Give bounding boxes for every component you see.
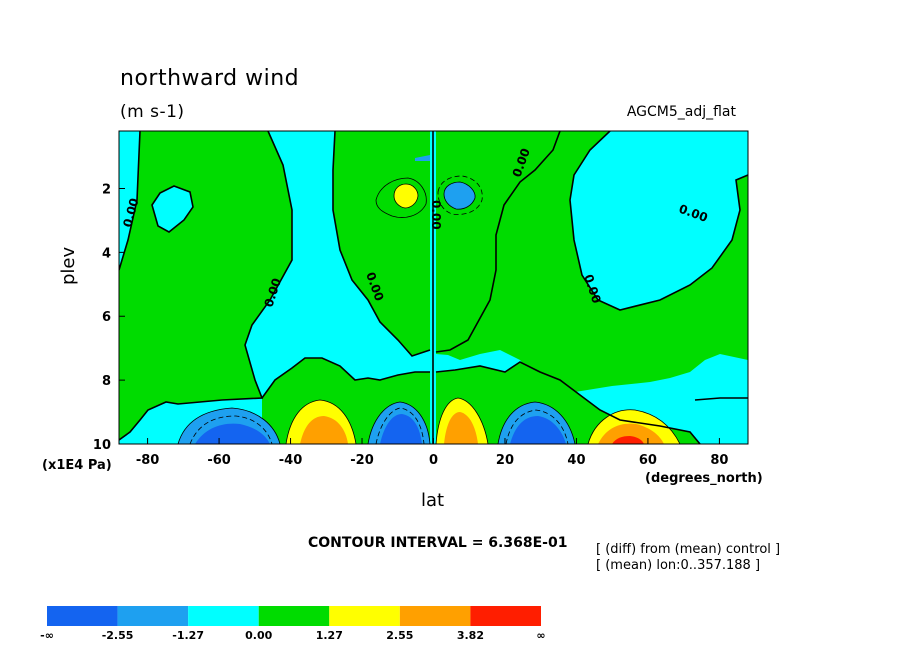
colorbar-label: 3.82 (457, 629, 484, 642)
x-tick-label: -40 (279, 453, 303, 468)
colorbar-label: 0.00 (245, 629, 272, 642)
x-tick-label: -80 (136, 453, 160, 468)
colorbar-label: ∞ (536, 629, 545, 642)
y-tick-label: 8 (102, 374, 111, 389)
colorbar-swatch (47, 606, 118, 626)
x-tick-label: 20 (496, 453, 514, 468)
colorbar-swatch (258, 606, 330, 626)
colorbar: -∞ -2.55 -1.27 0.00 1.27 2.55 3.82 ∞ (40, 606, 546, 642)
y-axis-label: plev (58, 246, 79, 285)
cell-neg-top (415, 155, 430, 161)
dataset-label: AGCM5_adj_flat (626, 104, 736, 120)
colorbar-label: 1.27 (316, 629, 343, 642)
diff-note: [ (diff) from (mean) control ] (596, 542, 781, 557)
region-cyan-west-edge (119, 131, 140, 270)
region-green-east (436, 131, 748, 400)
colorbar-label: 2.55 (386, 629, 413, 642)
cell-pos-upper (394, 184, 418, 208)
colorbar-swatch (329, 606, 400, 626)
blob-pos-3-core (612, 436, 644, 444)
x-axis-label: lat (421, 490, 445, 511)
x-tick-label: 40 (567, 453, 585, 468)
contour-interval: CONTOUR INTERVAL = 6.368E-01 (308, 535, 568, 551)
x-tick-label: -20 (350, 453, 374, 468)
mean-note: [ (mean) lon:0..357.188 ] (596, 558, 761, 573)
x-tick-label: -60 (207, 453, 231, 468)
colorbar-label: -∞ (40, 629, 54, 642)
blob-pos-2-inner (444, 412, 478, 444)
x-tick-label: 80 (710, 453, 728, 468)
y-tick-label: 2 (102, 182, 111, 197)
colorbar-label: -2.55 (102, 629, 134, 642)
x-tick-label: 60 (639, 453, 657, 468)
colorbar-swatch (470, 606, 541, 626)
colorbar-swatch (399, 606, 471, 626)
x-axis-unit: (degrees_north) (645, 471, 763, 486)
contour-lines-thin (177, 177, 681, 444)
blob-neg-2-inner (380, 414, 422, 444)
contour-label-4: 0.00 (429, 200, 443, 230)
colorbar-label: -1.27 (172, 629, 204, 642)
y-axis-unit: (x1E4 Pa) (42, 458, 112, 473)
chart-units: (m s-1) (120, 102, 185, 122)
blob-pos-1-inner (300, 416, 348, 444)
y-axis-ticks: 2 4 6 8 10 (93, 182, 125, 453)
colorbar-swatch (188, 606, 259, 626)
y-tick-label: 4 (102, 246, 111, 261)
colorbar-swatch (117, 606, 189, 626)
y-tick-label: 10 (93, 438, 111, 453)
y-tick-label: 6 (102, 310, 111, 325)
contour-field (119, 131, 748, 444)
x-tick-label: 0 (429, 453, 438, 468)
contour-lines-dashed (189, 175, 569, 444)
blob-neg-1-inner (195, 423, 270, 444)
region-cyan-lower-east (695, 398, 748, 444)
cell-neg-upper (444, 182, 476, 210)
x-axis-ticks: -80 -60 -40 -20 0 20 40 60 80 (136, 438, 728, 468)
chart-title: northward wind (120, 66, 300, 91)
blob-neg-3-inner (510, 416, 566, 444)
contour-lines (119, 131, 748, 444)
